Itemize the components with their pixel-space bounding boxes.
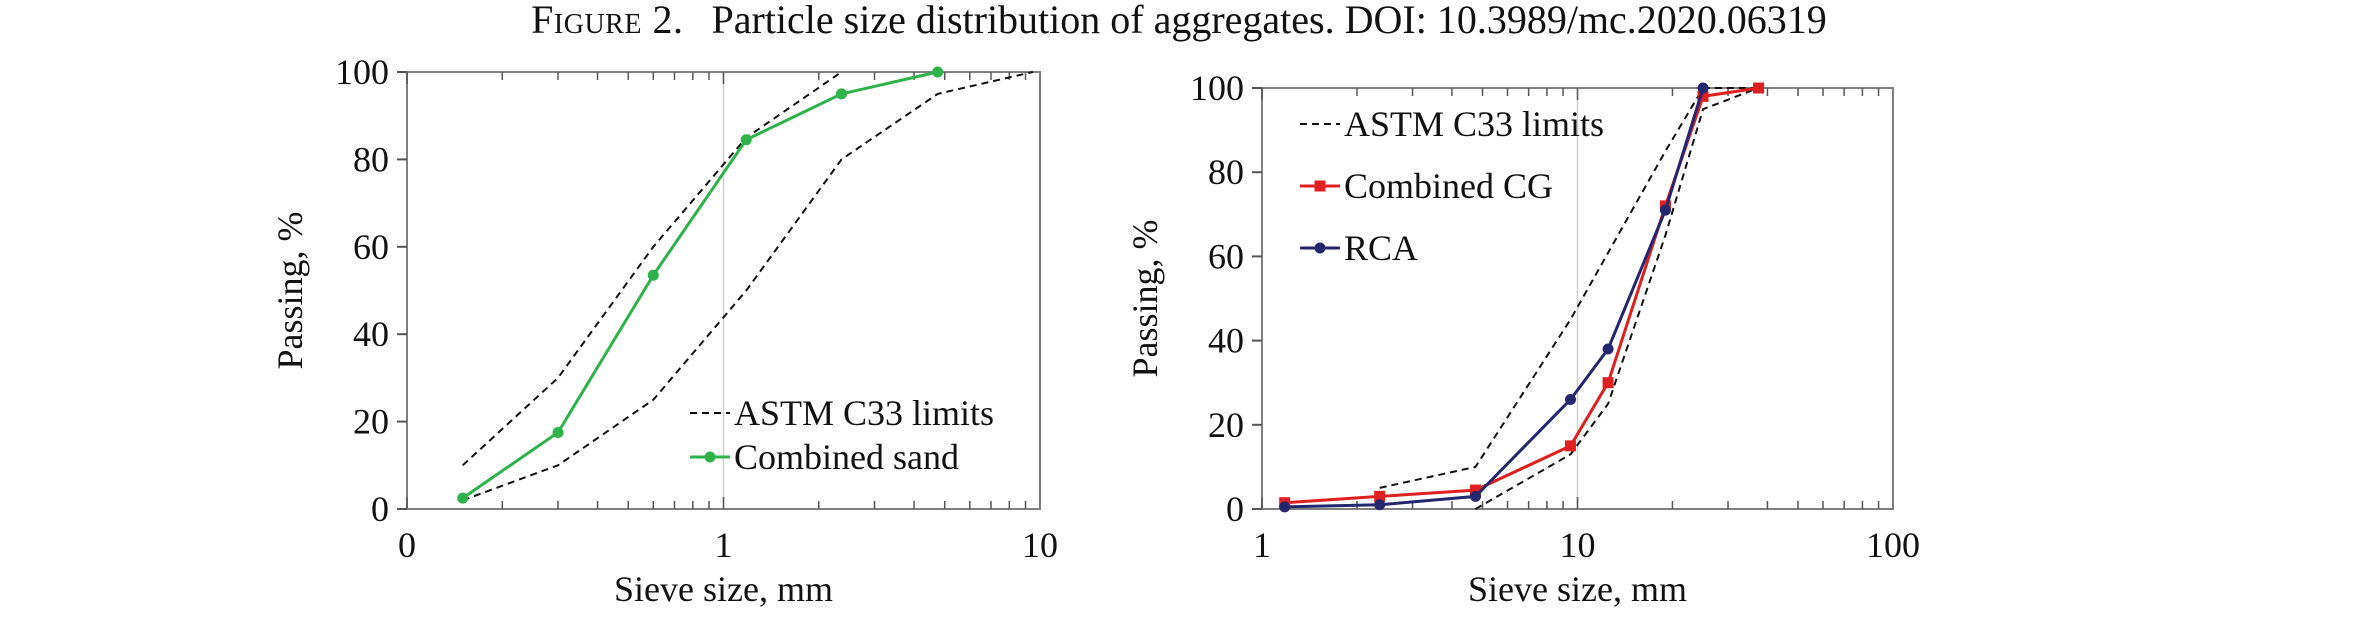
legend-label: ASTM C33 limits — [1344, 104, 1604, 144]
data-point — [1564, 394, 1576, 406]
data-point — [1374, 499, 1386, 511]
y-tick-label: 60 — [353, 227, 389, 267]
series-2 — [1279, 82, 1765, 509]
y-tick-label: 20 — [353, 402, 389, 442]
series-0 — [1379, 87, 1759, 489]
y-tick-label: 80 — [1208, 152, 1244, 192]
series-1 — [1475, 87, 1759, 510]
legend-marker — [1314, 242, 1326, 254]
x-tick-label: 10 — [1022, 525, 1058, 565]
data-point — [836, 88, 848, 100]
y-axis-title: Passing, % — [1125, 219, 1165, 377]
series-1 — [462, 71, 1034, 502]
y-tick-label: 20 — [1208, 405, 1244, 445]
series-line — [1475, 87, 1759, 510]
series-2 — [457, 66, 944, 504]
legend-label: Combined sand — [734, 437, 959, 477]
y-tick-label: 80 — [353, 139, 389, 179]
y-tick-label: 40 — [1208, 321, 1244, 361]
data-point — [1659, 204, 1671, 216]
series-line — [1284, 87, 1705, 509]
figure-caption: Figure 2. Particle size distribution of a… — [0, 0, 2358, 40]
legend-marker — [1314, 180, 1326, 192]
figure-caption-text: Particle size distribution of aggregates… — [711, 0, 1827, 42]
x-tick-label: 1 — [1253, 525, 1271, 565]
chart-left-sand-grading: 0 20 40 60 80 100 0 1 10 Sieve size, mm Passing, %… — [270, 52, 1058, 609]
data-point — [740, 134, 752, 146]
series-line — [462, 71, 843, 467]
data-point — [1753, 82, 1765, 94]
data-point — [1697, 90, 1709, 102]
data-point — [1602, 343, 1614, 355]
data-point — [1697, 82, 1709, 94]
x-tick-label: 10 — [1560, 525, 1596, 565]
data-point — [647, 269, 659, 281]
data-point — [1602, 377, 1614, 389]
series-0 — [462, 71, 843, 467]
legend-label: ASTM C33 limits — [734, 393, 994, 433]
x-tick-label: 0 — [398, 525, 416, 565]
x-axis-title: Sieve size, mm — [1468, 569, 1687, 609]
data-point — [1374, 490, 1386, 502]
series-line — [462, 71, 1034, 502]
series-line — [461, 70, 939, 500]
y-tick-label: 100 — [1190, 68, 1244, 108]
legend-label: RCA — [1344, 228, 1418, 268]
data-point — [1279, 501, 1291, 513]
legend: ASTM C33 limits Combined CG RCA — [1300, 104, 1604, 268]
legend-marker — [704, 451, 716, 463]
x-axis-title: Sieve size, mm — [614, 569, 833, 609]
y-tick-label: 60 — [1208, 236, 1244, 276]
y-axis-title: Passing, % — [270, 211, 310, 369]
y-tick-label: 100 — [335, 52, 389, 92]
x-tick-label: 100 — [1866, 525, 1920, 565]
x-tick-label: 1 — [715, 525, 733, 565]
series-line — [1284, 86, 1759, 505]
data-point — [457, 492, 469, 504]
figure-label: Figure 2. — [531, 0, 684, 42]
data-point — [1469, 490, 1481, 502]
data-point — [1469, 484, 1481, 496]
chart-right-coarse-grading: 0 20 40 60 80 100 1 10 100 Sieve size, mm Passing,… — [1125, 68, 1920, 609]
y-tick-label: 0 — [371, 489, 389, 529]
y-tick-label: 40 — [353, 314, 389, 354]
y-tick-label: 0 — [1226, 489, 1244, 529]
data-point — [552, 427, 564, 439]
series-line — [1379, 87, 1759, 489]
series-3 — [1279, 82, 1709, 513]
legend-label: Combined CG — [1344, 166, 1553, 206]
data-point — [932, 66, 944, 78]
data-point — [1564, 440, 1576, 452]
